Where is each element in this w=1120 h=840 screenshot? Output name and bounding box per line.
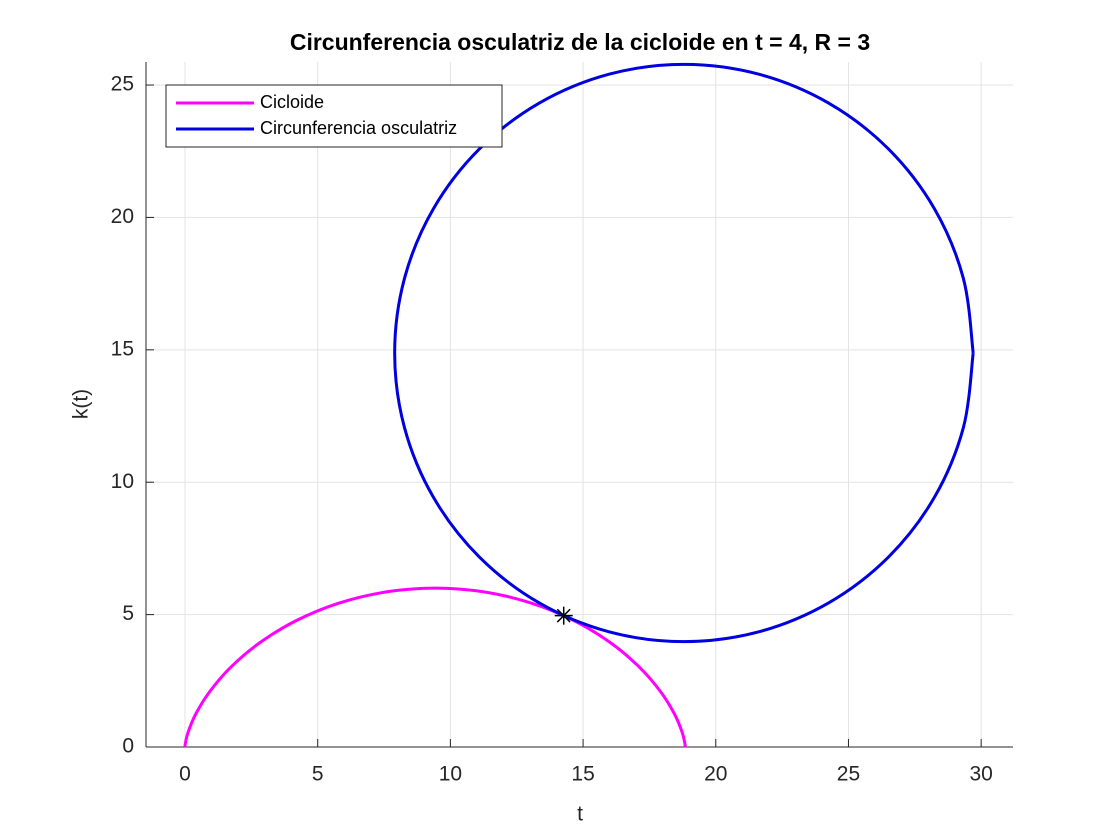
y-tick-label: 25 <box>111 73 134 96</box>
series-line <box>393 62 975 644</box>
legend-box <box>165 84 503 148</box>
y-tick-label: 15 <box>111 337 134 360</box>
x-tick-label: 15 <box>571 763 594 786</box>
y-axis-label: k(t) <box>70 389 93 419</box>
y-tick-label: 20 <box>111 205 134 228</box>
x-axis-label: t <box>577 803 583 826</box>
y-tick-label: 10 <box>111 470 134 493</box>
x-tick-label: 5 <box>312 763 324 786</box>
legend-label: Cicloide <box>260 92 324 112</box>
x-tick-label: 30 <box>969 763 992 786</box>
x-tick-label: 25 <box>837 763 860 786</box>
marker-point <box>554 606 573 625</box>
legend-label: Circunferencia osculatriz <box>260 118 457 138</box>
x-tick-label: 0 <box>179 763 191 786</box>
x-tick-label: 20 <box>704 763 727 786</box>
y-tick-label: 0 <box>122 735 134 758</box>
y-tick-label: 5 <box>122 602 134 625</box>
x-tick-label: 10 <box>439 763 462 786</box>
chart-title: Circunferencia osculatriz de la cicloide… <box>290 29 870 55</box>
plot-area <box>146 62 1013 747</box>
marker-stroke <box>556 608 571 623</box>
series-line <box>183 586 687 748</box>
